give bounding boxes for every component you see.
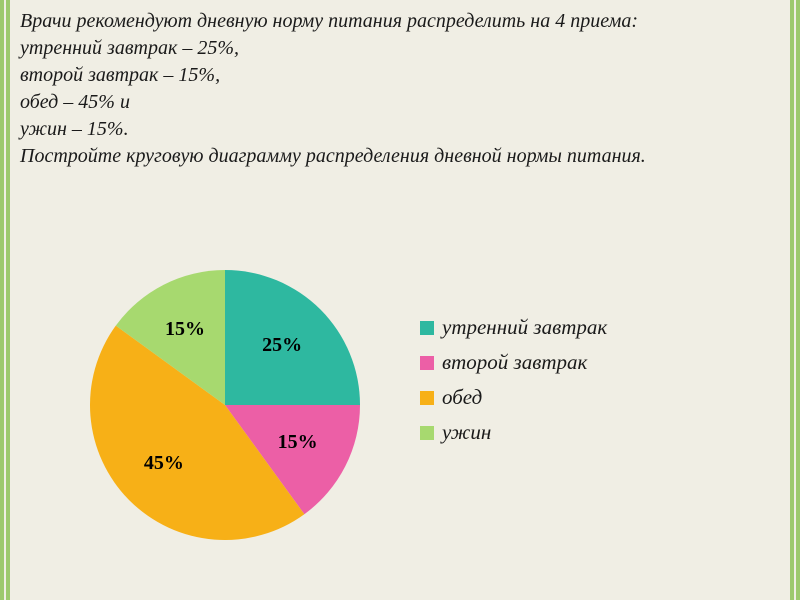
task-line-6: Постройте круговую диаграмму распределен… — [20, 143, 780, 170]
chart-area: 25% 15% 45% 15% утренний завтрак второй завт… — [20, 260, 780, 580]
task-line-2: утренний завтрак – 25%, — [20, 35, 780, 62]
pie-slice-label: 15% — [165, 318, 205, 341]
legend-label: ужин — [442, 420, 491, 445]
legend-label: второй завтрак — [442, 350, 587, 375]
legend-item: обед — [420, 385, 607, 410]
legend-label: обед — [442, 385, 482, 410]
legend-item: второй завтрак — [420, 350, 607, 375]
legend-swatch — [420, 391, 434, 405]
pie-slice-label: 45% — [144, 452, 184, 475]
legend-item: ужин — [420, 420, 607, 445]
frame-border-right — [790, 0, 800, 600]
legend-label: утренний завтрак — [442, 315, 607, 340]
pie-svg — [90, 270, 360, 540]
legend-swatch — [420, 356, 434, 370]
frame-border-left — [0, 0, 10, 600]
legend-swatch — [420, 426, 434, 440]
pie-chart: 25% 15% 45% 15% — [90, 270, 360, 540]
legend: утренний завтрак второй завтрак обед ужин — [420, 315, 607, 455]
legend-swatch — [420, 321, 434, 335]
task-text-block: Врачи рекомендуют дневную норму питания … — [20, 8, 780, 170]
pie-slice-label: 15% — [278, 431, 318, 454]
pie-slice-label: 25% — [262, 334, 302, 357]
task-line-4: обед – 45% и — [20, 89, 780, 116]
task-line-1: Врачи рекомендуют дневную норму питания … — [20, 8, 780, 35]
legend-item: утренний завтрак — [420, 315, 607, 340]
task-line-5: ужин – 15%. — [20, 116, 780, 143]
task-line-3: второй завтрак – 15%, — [20, 62, 780, 89]
